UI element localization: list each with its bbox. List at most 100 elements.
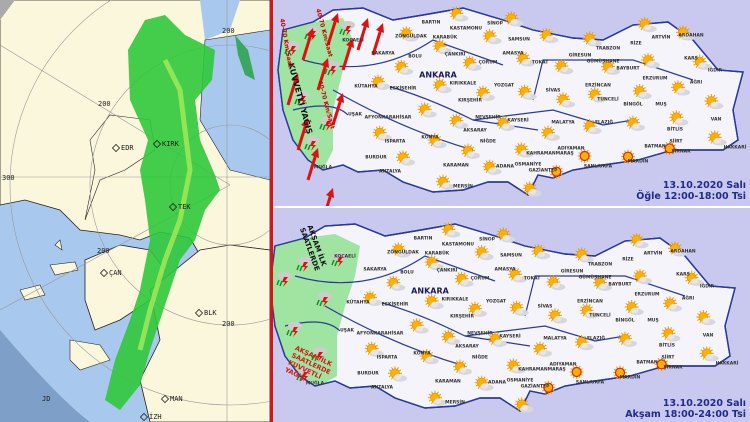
sun-cloud-icon — [504, 11, 524, 27]
sun-cloud-icon — [684, 270, 704, 286]
city-label: BİNGÖL — [623, 102, 643, 108]
sun-cloud-icon — [541, 125, 560, 141]
wind-arrow-icon — [371, 23, 384, 56]
wind-arrow-icon — [286, 73, 299, 106]
sun-icon — [549, 164, 564, 179]
wind-arrow-icon — [356, 18, 369, 51]
city-label: GAZİANTEP — [520, 384, 550, 390]
city-label: ŞANLIURFA — [583, 164, 613, 170]
region-border — [302, 39, 504, 68]
sun-cloud-icon — [671, 80, 690, 96]
wind-arrow-icon — [296, 118, 309, 151]
city-label: MUŞ — [655, 102, 667, 108]
sun-cloud-icon — [618, 331, 637, 347]
forecast-map-evening: BARTIN KASTAMONU SİNOP SAMSUN ZONGULDAK KARAB… — [273, 208, 750, 422]
sun-icon — [621, 149, 635, 164]
city-label: MARDİN — [627, 159, 649, 165]
station-marker-icon — [194, 308, 204, 318]
city-label: BURDUR — [365, 155, 387, 161]
city-label: KASTAMONU — [441, 242, 475, 248]
city-label: ERZİNCAN — [585, 83, 611, 89]
sun-cloud-icon — [641, 53, 660, 69]
sun-cloud-icon — [461, 143, 480, 159]
city-label: TRABZON — [595, 46, 621, 52]
turkey-map — [277, 6, 744, 206]
sun-cloud-icon — [476, 85, 495, 101]
forecast-caption: 13.10.2020 Salı Akşam 18:00-24:00 Tsi — [625, 398, 746, 420]
city-label: BOLU — [408, 54, 422, 60]
city-label: RİZE — [622, 257, 634, 263]
forecast-caption: 13.10.2020 Salı Öğle 12:00-18:00 Tsi — [636, 180, 746, 202]
sun-cloud-icon — [482, 159, 502, 175]
city-label: ESKİŞEHİR — [381, 302, 409, 308]
sun-cloud-icon — [601, 59, 620, 75]
sun-cloud-icon — [624, 300, 644, 316]
city-label: SAMSUN — [500, 253, 522, 259]
sun-cloud-icon — [629, 233, 649, 249]
sun-cloud-icon — [704, 94, 724, 110]
station-marker-icon — [99, 268, 109, 278]
city-label: AKSARAY — [463, 128, 487, 134]
sun-cloud-icon — [574, 247, 594, 263]
city-label: IĞDIR — [699, 284, 715, 290]
city-label: SAKARYA — [363, 267, 387, 273]
sun-cloud-icon — [506, 358, 526, 374]
city-label: TOKAT — [531, 60, 549, 66]
city-label: BİTLİS — [659, 343, 675, 349]
radar-image: 200 200 300 200 200 EDR KIRK TEK ÇAN BLK MAN İZH JD — [0, 0, 270, 422]
sun-cloud-icon — [474, 375, 494, 391]
sun-cloud-icon — [432, 39, 452, 55]
thunderstorm-icon — [319, 116, 335, 131]
city-label: MUŞ — [647, 318, 659, 324]
forecast-period: Akşam 18:00-24:00 Tsi — [625, 409, 746, 420]
station-label: BLK — [204, 309, 217, 317]
station-marker-icon — [111, 143, 121, 153]
city-label: ERZİNCAN — [577, 299, 603, 305]
city-label: UŞAK — [348, 112, 362, 118]
city-label: GİRESUN — [568, 53, 592, 59]
sun-cloud-icon — [453, 359, 472, 375]
city-label: BATMAN — [644, 144, 666, 150]
sun-cloud-icon — [531, 244, 551, 260]
sun-cloud-icon — [668, 241, 687, 257]
city-label: BİNGÖL — [615, 318, 635, 324]
sun-icon — [662, 141, 677, 156]
sun-cloud-icon — [441, 329, 461, 345]
sun-cloud-icon — [587, 87, 607, 103]
thunderstorm-icon — [294, 91, 310, 106]
city-label: GİRESUN — [560, 269, 584, 275]
sun-cloud-icon — [509, 300, 529, 316]
sun-cloud-icon — [574, 335, 594, 351]
city-label: VAN — [702, 333, 714, 339]
radar-map — [0, 0, 270, 422]
thunderstorm-icon — [296, 367, 312, 382]
city-label: ARDAHAN — [670, 249, 696, 255]
city-label: ELAZIĞ — [586, 336, 606, 342]
sun-cloud-icon — [409, 318, 429, 334]
sun-cloud-icon — [417, 102, 437, 118]
sun-cloud-icon — [539, 28, 559, 44]
station-marker-icon — [168, 202, 178, 212]
region-border — [292, 105, 349, 116]
city-label: NEVŞEHİR — [467, 331, 493, 337]
city-label: ELAZIĞ — [594, 120, 614, 126]
city-label: SİİRT — [661, 355, 675, 361]
city-label: KIRIKKALE — [449, 81, 477, 87]
thunderstorm-icon — [286, 322, 302, 337]
sun-cloud-icon — [556, 92, 575, 108]
city-label: KARS — [684, 56, 698, 62]
city-label: ADANA — [488, 380, 506, 386]
city-label: BATMAN — [636, 360, 658, 366]
sun-cloud-icon — [508, 267, 527, 283]
city-label: BARTIN — [421, 20, 441, 26]
region-border — [374, 300, 531, 347]
station-marker-icon — [139, 412, 149, 422]
city-label: GAZİANTEP — [528, 168, 558, 174]
city-label: AĞRI — [681, 296, 695, 302]
station-label: JD — [42, 395, 51, 403]
city-label: AMASYA — [494, 267, 516, 273]
city-label: ÇORUM — [470, 276, 490, 282]
sun-cloud-icon — [474, 245, 494, 261]
sun-cloud-icon — [663, 296, 682, 312]
sun-cloud-icon — [514, 142, 534, 158]
